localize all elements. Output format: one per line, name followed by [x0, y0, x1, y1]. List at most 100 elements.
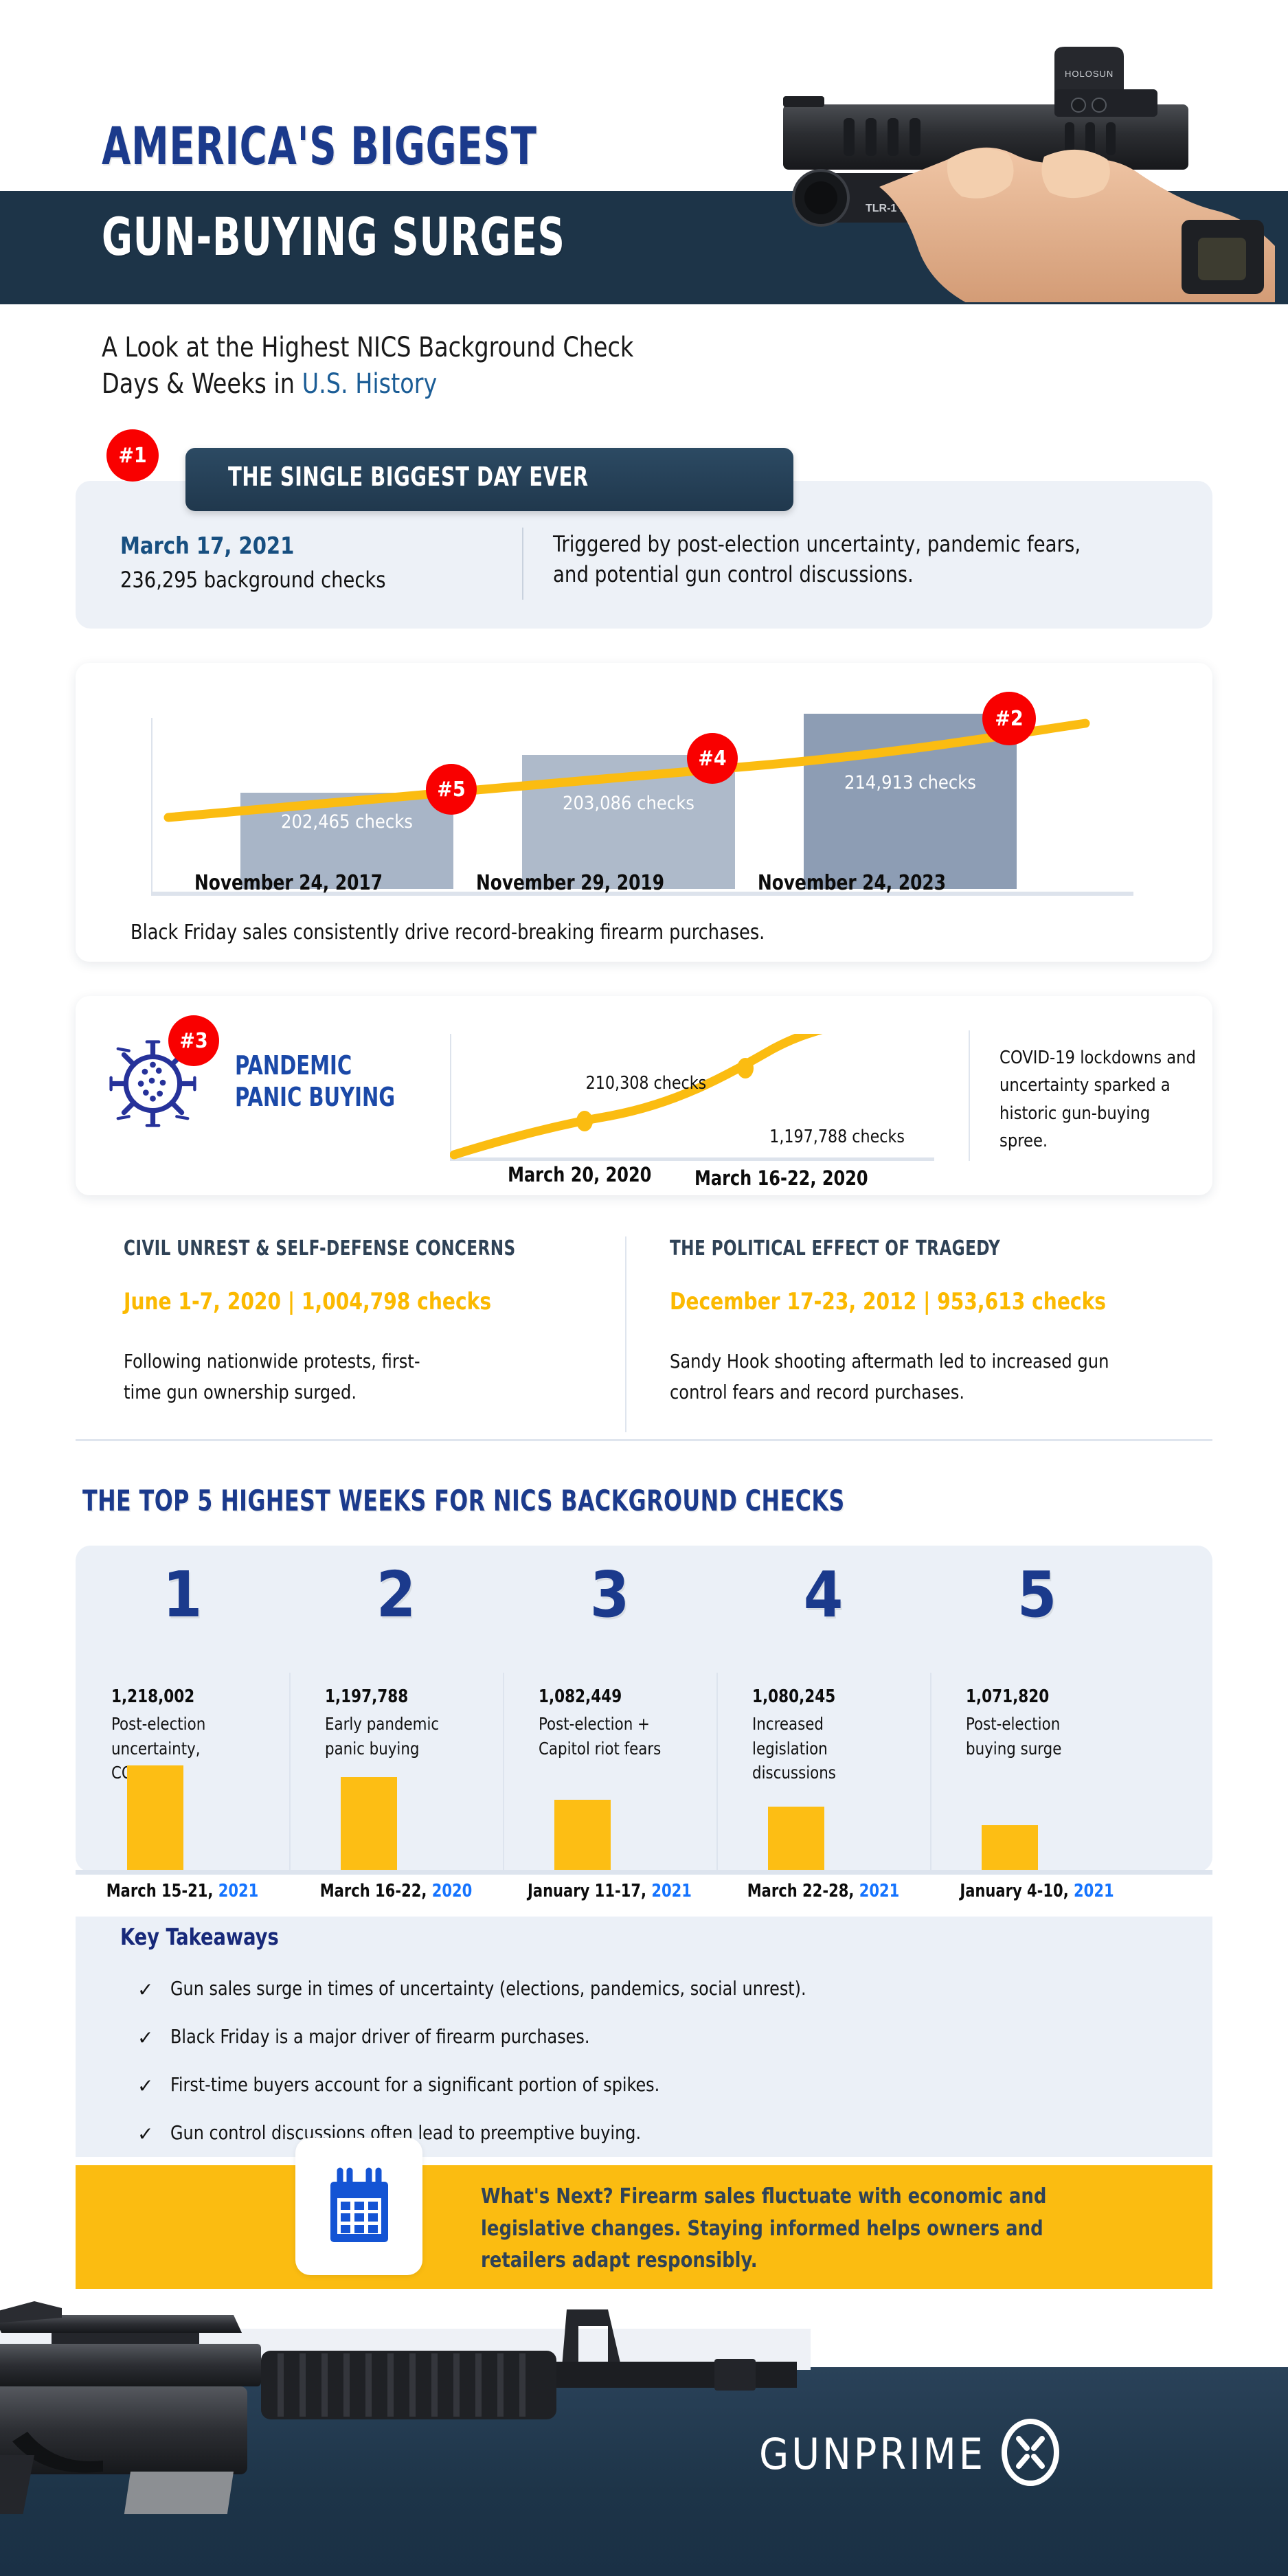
gunprime-logo: GUNPRIME: [759, 2418, 1060, 2490]
top5-date-main: January 11-17,: [528, 1881, 652, 1901]
subtitle-line-1: A Look at the Highest NICS Background Ch…: [102, 332, 634, 363]
check-icon: ✓: [137, 2075, 154, 2097]
pandemic-card: [76, 996, 1212, 1195]
top5-description: Post-election buying surge: [966, 1714, 1062, 1759]
top5-date-main: March 15-21,: [106, 1881, 218, 1901]
top5-number: 1,197,788: [325, 1686, 409, 1707]
black-friday-card: 202,465 checks 203,086 checks 214,913 ch…: [76, 663, 1212, 962]
column-divider: [625, 1236, 626, 1432]
top5-description: Early pandemic panic buying: [325, 1714, 440, 1759]
biggest-day-description: Triggered by post-election uncertainty, …: [553, 531, 1081, 588]
ar-15-rifle-image: [0, 2287, 797, 2576]
top5-panel: 1 1,218,002 Post-election uncertainty, C…: [76, 1546, 1212, 1872]
rank-badge-3: #3: [168, 1015, 219, 1066]
pandemic-chart: [450, 1034, 934, 1171]
top5-date: January 11-17, 2021: [514, 1881, 706, 1901]
top5-title: THE TOP 5 HIGHEST WEEKS FOR NICS BACKGRO…: [82, 1484, 845, 1517]
top5-cell-divider: [716, 1673, 718, 1872]
top5-date: March 15-21, 2021: [87, 1881, 279, 1901]
top5-date: January 4-10, 2021: [941, 1881, 1133, 1901]
pandemic-title-line1: PANDEMIC: [235, 1050, 352, 1081]
top5-cell-divider: [289, 1673, 291, 1872]
column-body: Sandy Hook shooting aftermath led to inc…: [670, 1350, 1109, 1404]
whats-next-band: [76, 2165, 1212, 2289]
top5-rank: 3: [589, 1558, 630, 1631]
bar-value-2019: 203,086 checks: [563, 792, 694, 814]
key-takeaways-title: Key Takeaways: [120, 1923, 279, 1950]
bar-value-2023: 214,913 checks: [844, 771, 976, 793]
pandemic-description: COVID-19 lockdowns and uncertainty spark…: [999, 1048, 1196, 1151]
column-heading: CIVIL UNREST & SELF-DEFENSE CONCERNS: [124, 1236, 516, 1261]
rank-badge-1: #1: [106, 429, 159, 482]
top5-date-main: March 22-28,: [747, 1881, 859, 1901]
top5-date-year: 2021: [651, 1881, 692, 1901]
top5-description: Increased legislation discussions: [752, 1714, 836, 1783]
top5-cell-divider: [503, 1673, 504, 1872]
biggest-day-checks: 236,295 background checks: [120, 567, 386, 593]
biggest-day-ribbon: THE SINGLE BIGGEST DAY EVER: [185, 448, 793, 511]
top5-bar: [982, 1825, 1038, 1872]
title-line-2: GUN-BUYING SURGES: [102, 206, 565, 267]
top5-description: Post-election + Capitol riot fears: [539, 1714, 662, 1759]
top5-number: 1,082,449: [539, 1686, 622, 1707]
chart-x-axis: [151, 892, 1133, 896]
top5-cell: 5 1,071,820 Post-election buying surge: [930, 1546, 1144, 1872]
whats-next-icon-box: [295, 2138, 422, 2275]
calendar-icon: [324, 2164, 395, 2250]
column-stat: December 17-23, 2012 | 953,613 checks: [670, 1288, 1107, 1315]
pandemic-y-axis: [450, 1034, 451, 1159]
top5-date-main: March 16-22,: [319, 1881, 432, 1901]
bar-label-2017: November 24, 2017: [194, 871, 383, 895]
card-divider: [522, 528, 523, 600]
key-takeaway-text: Black Friday is a major driver of firear…: [170, 2025, 590, 2048]
top5-rank: 2: [376, 1558, 416, 1631]
top5-bar: [341, 1777, 397, 1872]
top5-bar: [554, 1800, 611, 1872]
column-stat: June 1-7, 2020 | 1,004,798 checks: [124, 1288, 492, 1315]
subtitle: A Look at the Highest NICS Background Ch…: [102, 330, 741, 403]
top5-cell: 3 1,082,449 Post-election + Capitol riot…: [503, 1546, 716, 1872]
top5-rank: 1: [162, 1558, 203, 1631]
key-takeaway-text: First-time buyers account for a signific…: [170, 2073, 660, 2096]
bar-value-2017: 202,465 checks: [281, 811, 413, 833]
top5-date-year: 2021: [859, 1881, 900, 1901]
top5-date: March 22-28, 2021: [727, 1881, 920, 1901]
pandemic-point1-label: March 20, 2020: [508, 1163, 652, 1186]
pandemic-title: PANDEMIC PANIC BUYING: [235, 1050, 395, 1114]
svg-text:HOLOSUN: HOLOSUN: [1065, 69, 1114, 79]
black-friday-note: Black Friday sales consistently drive re…: [131, 920, 765, 945]
subtitle-highlight: U.S. History: [302, 368, 438, 400]
header: HOLOSUN TLR-1 HL AMERICA'S BIGGEST GUN-B…: [0, 0, 1288, 313]
bar-label-2023: November 24, 2023: [757, 871, 946, 895]
top5-bar: [127, 1765, 183, 1872]
pandemic-point2-label: March 16-22, 2020: [694, 1166, 868, 1190]
top5-number: 1,218,002: [111, 1686, 195, 1707]
column-body: Following nationwide protests, first-tim…: [124, 1350, 420, 1404]
top5-cell-divider: [930, 1673, 931, 1872]
section-divider: [76, 1439, 1212, 1441]
check-icon: ✓: [137, 2123, 154, 2145]
ribbon-label: THE SINGLE BIGGEST DAY EVER: [228, 462, 589, 492]
pandemic-point1-value: 210,308 checks: [585, 1073, 707, 1094]
column-heading: THE POLITICAL EFFECT OF TRAGEDY: [670, 1236, 1001, 1261]
rank-badge-4: #4: [687, 733, 738, 784]
top5-date-year: 2020: [431, 1881, 473, 1901]
bar-label-2019: November 29, 2019: [475, 871, 664, 895]
bar-2023: 214,913 checks: [804, 714, 1017, 889]
column-political-effect: THE POLITICAL EFFECT OF TRAGEDY December…: [670, 1236, 1164, 1408]
top5-rank: 4: [803, 1558, 844, 1631]
top5-date-main: January 4-10,: [960, 1881, 1074, 1901]
black-friday-chart: 202,465 checks 203,086 checks 214,913 ch…: [151, 714, 1133, 896]
title-line-1: AMERICA'S BIGGEST: [102, 115, 537, 177]
chart-y-axis: [151, 718, 152, 893]
column-civil-unrest: CIVIL UNREST & SELF-DEFENSE CONCERNS Jun…: [124, 1236, 618, 1408]
top5-cell: 1 1,218,002 Post-election uncertainty, C…: [76, 1546, 289, 1872]
top5-date-year: 2021: [218, 1881, 259, 1901]
top5-baseline: [76, 1870, 1212, 1875]
check-icon: ✓: [137, 1978, 154, 2001]
top5-number: 1,080,245: [752, 1686, 836, 1707]
top5-date-year: 2021: [1074, 1881, 1114, 1901]
hero-pistol-image: HOLOSUN TLR-1 HL: [742, 14, 1288, 302]
check-icon: ✓: [137, 2026, 154, 2049]
